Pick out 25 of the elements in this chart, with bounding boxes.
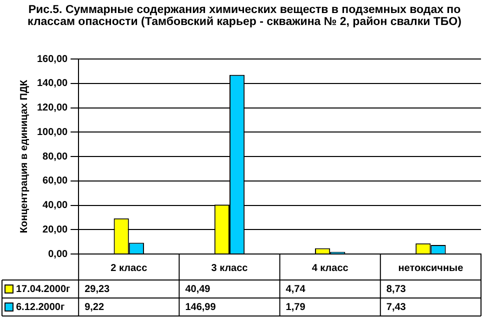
legend-label: 17.04.2000г (16, 284, 70, 295)
data-label: 1,79 (286, 302, 306, 313)
y-axis-title: Концентрация в единицах ПДК (18, 78, 30, 234)
y-tick-label: 120,00 (36, 102, 68, 114)
y-tick-label: 100,00 (36, 126, 68, 138)
data-label: 29,23 (84, 284, 110, 295)
data-label: 146,99 (185, 302, 216, 313)
data-label: 4,74 (286, 284, 306, 295)
data-label: 9,22 (84, 302, 104, 313)
data-label: 8,73 (386, 284, 406, 295)
y-tick-label: 160,00 (36, 54, 68, 65)
y-tick-label: 80,00 (42, 151, 68, 162)
x-tick-label: нетоксичные (398, 262, 464, 274)
y-tick-label: 40,00 (42, 200, 68, 211)
x-tick-label: 3 класс (211, 262, 248, 274)
y-tick-label: 20,00 (42, 224, 68, 236)
x-tick-label: 2 класс (110, 262, 148, 274)
y-tick-label: 0,00 (48, 248, 68, 260)
data-label: 40,49 (185, 284, 211, 295)
chart-title: Рис.5. Суммарные содержания химических веществ в подземных водах по классам опасности (Тамбовский карьер - скважина № 2, район свалки ТБО) (26, 3, 462, 30)
legend-label: 6.12.2000г (16, 302, 65, 313)
data-label: 7,43 (386, 302, 406, 313)
x-tick-label: 4 класс (312, 262, 349, 274)
y-tick-label: 60,00 (42, 176, 68, 187)
y-tick-label: 140,00 (36, 78, 68, 90)
